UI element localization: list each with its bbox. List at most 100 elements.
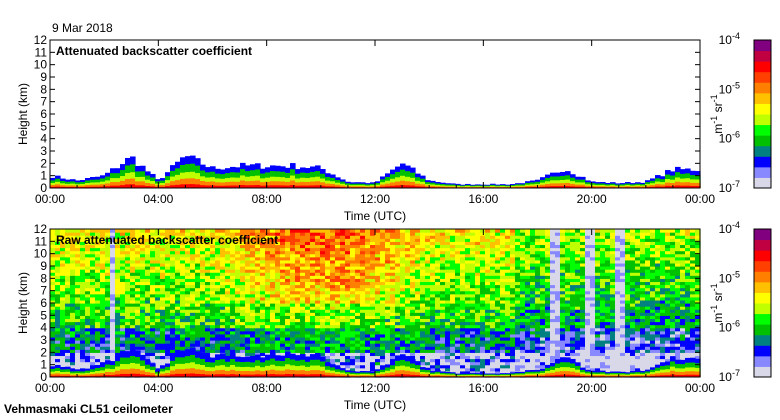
heat-cell — [65, 290, 71, 295]
heat-cell — [405, 306, 411, 310]
heat-cell — [65, 312, 71, 316]
heat-cell — [110, 259, 116, 264]
heat-cell — [280, 287, 286, 292]
heat-cell — [205, 352, 211, 357]
heat-cell — [185, 336, 191, 341]
heat-cell — [130, 247, 136, 252]
heat-cell — [440, 352, 446, 357]
heat-cell — [285, 324, 291, 329]
heat-cell — [145, 281, 151, 286]
x-tick-label: 00:00 — [35, 192, 65, 206]
heat-cell — [315, 247, 321, 252]
heat-cell — [325, 299, 331, 304]
heat-cell — [380, 238, 386, 242]
heat-cell — [275, 340, 281, 344]
heat-cell — [140, 330, 146, 335]
heat-cell — [80, 296, 86, 301]
heat-cell — [315, 284, 321, 289]
heat-cell — [440, 358, 446, 363]
heat-cell — [250, 312, 256, 316]
heat-cell — [260, 290, 266, 295]
heat-cell — [270, 290, 276, 295]
heat-cell — [275, 318, 281, 323]
heat-cell — [80, 241, 86, 246]
heat-cell — [185, 324, 191, 329]
heat-cell — [55, 296, 61, 301]
heat-cell — [180, 247, 186, 252]
heat-cell — [150, 293, 156, 298]
layer-cell — [340, 186, 346, 188]
heat-cell — [445, 278, 451, 283]
heat-cell — [460, 306, 466, 310]
y-axis-label: Height (km) — [16, 83, 30, 145]
layer-cell — [280, 181, 286, 188]
heat-cell — [370, 361, 376, 366]
heat-cell — [260, 238, 266, 242]
heat-cell — [75, 278, 81, 283]
heat-cell — [230, 333, 236, 338]
heat-cell — [370, 253, 376, 258]
heat-cell — [340, 330, 346, 335]
layer-cell — [195, 179, 201, 188]
heat-cell — [385, 232, 391, 236]
heat-cell — [450, 244, 456, 249]
heat-cell — [105, 235, 111, 239]
heat-cell — [425, 312, 431, 316]
heat-cell — [445, 367, 451, 372]
heat-cell — [435, 293, 441, 298]
heat-cell — [440, 244, 446, 249]
heat-cell — [185, 284, 191, 289]
heat-cell — [130, 266, 136, 270]
heat-cell — [230, 256, 236, 261]
heat-cell — [440, 269, 446, 273]
heat-cell — [395, 238, 401, 242]
layer-cell — [500, 186, 506, 188]
heat-cell — [165, 299, 171, 304]
heat-cell — [425, 287, 431, 292]
heat-cell — [360, 256, 366, 261]
heat-cell — [135, 312, 141, 316]
heat-cell — [470, 259, 476, 264]
heat-cell — [205, 330, 211, 335]
heat-cell — [215, 340, 221, 344]
heat-cell — [470, 253, 476, 258]
heat-cell — [315, 262, 321, 267]
heat-cell — [470, 306, 476, 310]
heat-cell — [310, 235, 316, 239]
heat-cell — [115, 290, 121, 295]
heat-cell — [170, 256, 176, 261]
heat-cell — [460, 327, 466, 332]
heat-cell — [140, 266, 146, 270]
heat-cell — [350, 312, 356, 316]
heat-cell — [215, 312, 221, 316]
heat-cell — [430, 361, 436, 366]
heat-cell — [355, 321, 361, 326]
heat-cell — [310, 247, 316, 252]
heat-cell — [275, 330, 281, 335]
heat-cell — [250, 306, 256, 310]
heat-cell — [380, 232, 386, 236]
heat-cell — [360, 290, 366, 295]
heat-cell — [145, 262, 151, 267]
heat-cell — [260, 244, 266, 249]
heat-cell — [415, 259, 421, 264]
heat-cell — [345, 355, 351, 360]
x-tick-label: 04:00 — [143, 192, 173, 206]
heat-cell — [235, 324, 241, 329]
heat-cell — [200, 250, 206, 255]
heat-cell — [75, 330, 81, 335]
heat-cell — [160, 352, 166, 357]
heat-cell — [360, 284, 366, 289]
heat-cell — [405, 296, 411, 301]
heat-cell — [370, 296, 376, 301]
heat-cell — [70, 343, 76, 347]
heat-cell — [320, 278, 326, 283]
heat-cell — [290, 250, 296, 255]
heat-cell — [260, 327, 266, 332]
layer-cell — [365, 186, 371, 188]
heat-cell — [435, 355, 441, 360]
heat-cell — [375, 324, 381, 329]
heat-cell — [365, 364, 371, 369]
heat-cell — [140, 238, 146, 242]
heat-cell — [350, 321, 356, 326]
